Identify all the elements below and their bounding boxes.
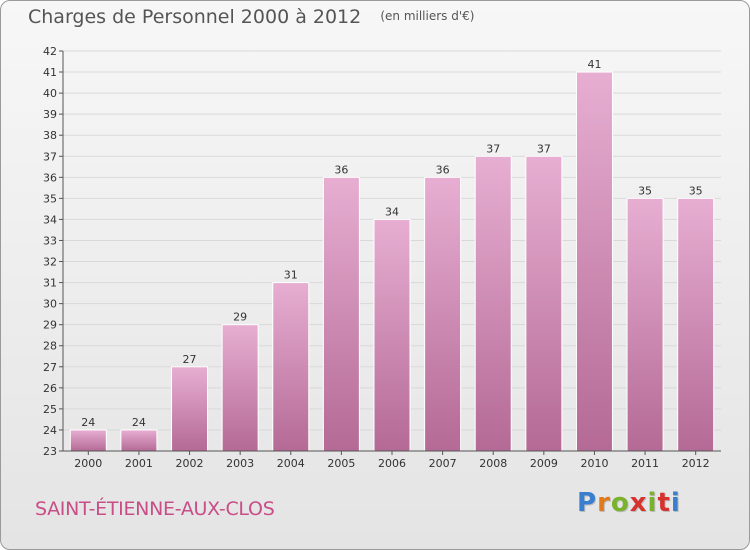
- bar-2006: [373, 218, 411, 452]
- x-tick-label: 2006: [378, 457, 406, 470]
- y-tick-label: 34: [43, 213, 57, 226]
- x-tick-label: 2003: [226, 457, 254, 470]
- y-tick-label: 25: [43, 403, 57, 416]
- data-labels: 24 24 27 29 31 36 34 36 37 37 41 35 35: [81, 58, 702, 429]
- axes: [62, 51, 721, 452]
- y-axis-ticks: 23 24 25 26 27 28 29 30 31 32 33 34 35 36 37 38 39 40 41 42: [43, 45, 63, 458]
- logo-letter: i: [647, 488, 658, 518]
- data-label: 29: [233, 311, 247, 324]
- bar-2007: [424, 176, 462, 452]
- y-tick-label: 28: [43, 340, 57, 353]
- data-label: 34: [385, 205, 399, 218]
- logo-letter: P: [577, 488, 598, 518]
- data-label: 35: [689, 184, 703, 197]
- x-tick-label: 2007: [429, 457, 457, 470]
- y-tick-label: 31: [43, 277, 57, 290]
- y-tick-label: 36: [43, 171, 57, 184]
- logo-letter: t: [657, 488, 671, 518]
- x-tick-label: 2010: [580, 457, 608, 470]
- bar-2009: [525, 155, 563, 452]
- x-tick-label: 2002: [176, 457, 204, 470]
- chart-subtitle: (en milliers d'€): [380, 9, 475, 23]
- data-label: 36: [436, 163, 450, 176]
- title-row: Charges de Personnel 2000 à 2012 (en mil…: [28, 6, 474, 28]
- y-tick-label: 23: [43, 445, 57, 458]
- logo-letter: x: [629, 488, 648, 518]
- x-tick-label: 2001: [125, 457, 153, 470]
- y-tick-label: 37: [43, 150, 57, 163]
- data-label: 27: [183, 353, 197, 366]
- bar-2008: [474, 155, 512, 452]
- data-label: 36: [334, 163, 348, 176]
- bar-2003: [221, 324, 259, 452]
- y-tick-label: 29: [43, 319, 57, 332]
- logo-letter: i: [670, 488, 681, 518]
- bar-2001: [120, 429, 158, 452]
- bar-2012: [677, 197, 715, 452]
- y-tick-label: 41: [43, 66, 57, 79]
- logo-letter: r: [597, 488, 611, 518]
- data-label: 41: [587, 58, 601, 71]
- y-tick-label: 42: [43, 45, 57, 58]
- data-label: 24: [81, 416, 95, 429]
- x-tick-label: 2009: [530, 457, 558, 470]
- bars: [69, 71, 715, 452]
- y-tick-label: 38: [43, 129, 57, 142]
- data-label: 37: [486, 142, 500, 155]
- bar-2005: [322, 176, 360, 452]
- x-tick-label: 2008: [479, 457, 507, 470]
- y-tick-label: 40: [43, 87, 57, 100]
- commune-name: SAINT-ÉTIENNE-AUX-CLOS: [35, 498, 275, 520]
- proxiti-logo: Proxiti: [577, 488, 681, 518]
- data-label: 24: [132, 416, 146, 429]
- x-tick-label: 2004: [277, 457, 305, 470]
- x-tick-label: 2000: [74, 457, 102, 470]
- bar-2002: [171, 366, 209, 452]
- data-label: 31: [284, 269, 298, 282]
- y-tick-label: 27: [43, 361, 57, 374]
- x-tick-label: 2011: [631, 457, 659, 470]
- x-axis-ticks: 2000 2001 2002 2003 2004 2005 2006 2007 2008 2009…: [74, 451, 710, 470]
- y-tick-label: 33: [43, 234, 57, 247]
- y-tick-label: 35: [43, 192, 57, 205]
- bar-2000: [69, 429, 107, 452]
- bar-2004: [272, 282, 310, 452]
- y-tick-label: 26: [43, 382, 57, 395]
- chart-title: Charges de Personnel 2000 à 2012: [28, 6, 362, 28]
- data-label: 35: [638, 184, 652, 197]
- y-tick-label: 32: [43, 256, 57, 269]
- y-tick-label: 39: [43, 108, 57, 121]
- x-tick-label: 2012: [682, 457, 710, 470]
- y-tick-label: 30: [43, 298, 57, 311]
- bar-2011: [626, 197, 664, 452]
- data-label: 37: [537, 142, 551, 155]
- x-tick-label: 2005: [327, 457, 355, 470]
- bar-2010: [575, 71, 613, 452]
- y-tick-label: 24: [43, 424, 57, 437]
- logo-letter: o: [610, 488, 630, 518]
